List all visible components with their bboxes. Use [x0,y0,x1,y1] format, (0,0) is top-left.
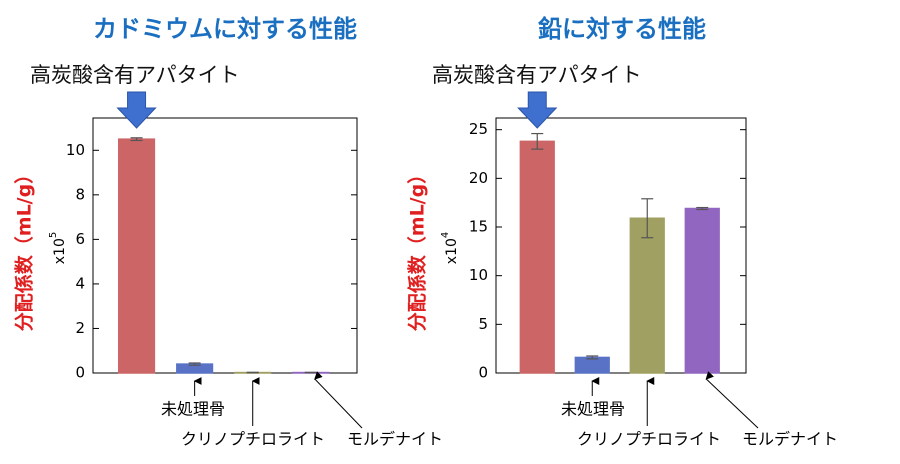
annotation: 高炭酸含有アパタイト [432,63,642,87]
bar [574,356,610,374]
label-arrow [705,371,759,429]
x-category-label: 未処理骨 [161,400,225,419]
y-tick-label: 0 [75,364,85,382]
plot-frame [92,117,358,374]
error-bar [531,132,544,150]
scale-base: x10 [444,238,460,264]
scale-label: x104 [440,232,460,264]
highlight-arrow [116,91,157,129]
bar [684,207,720,374]
x-category-label: クリノプチロライト [181,430,325,449]
bar [117,138,156,374]
y-tick-label: 4 [75,274,85,292]
y-tick-label: 2 [75,319,85,337]
scale-exponent: 4 [440,232,451,238]
y-tick-label: 5 [478,315,488,333]
bar [519,140,555,374]
chart-title: カドミウムに対する性能 [93,15,357,43]
error-bar [188,362,201,366]
y-tick-label: 25 [469,120,488,138]
x-category-label: モルデナイト [347,430,443,449]
y-axis-label: 分配係数（mL/g） [406,165,429,331]
y-tick-label: 8 [75,185,85,203]
highlight-arrow [517,91,558,129]
label-arrow [314,371,363,429]
error-bar [641,198,654,239]
y-tick-label: 15 [469,218,488,236]
error-bar [696,206,709,211]
plot-frame [495,117,747,374]
y-tick-label: 0 [478,364,488,382]
scale-exponent: 5 [48,232,59,238]
y-tick-label: 6 [75,230,85,248]
x-category-label: 未処理骨 [561,400,625,419]
y-tick-label: 10 [469,266,488,284]
x-category-label: クリノプチロライト [577,430,721,449]
y-axis-label: 分配係数（mL/g） [13,165,36,331]
error-bar [130,137,143,142]
bar [629,217,665,374]
y-tick-label: 20 [469,169,488,187]
x-category-label: モルデナイト [742,430,838,449]
scale-base: x10 [52,238,68,264]
scale-label: x105 [48,232,68,264]
chart-title: 鉛に対する性能 [538,15,706,43]
error-bar [586,355,599,360]
y-tick-label: 10 [66,141,85,159]
annotation: 高炭酸含有アパタイト [30,63,240,87]
